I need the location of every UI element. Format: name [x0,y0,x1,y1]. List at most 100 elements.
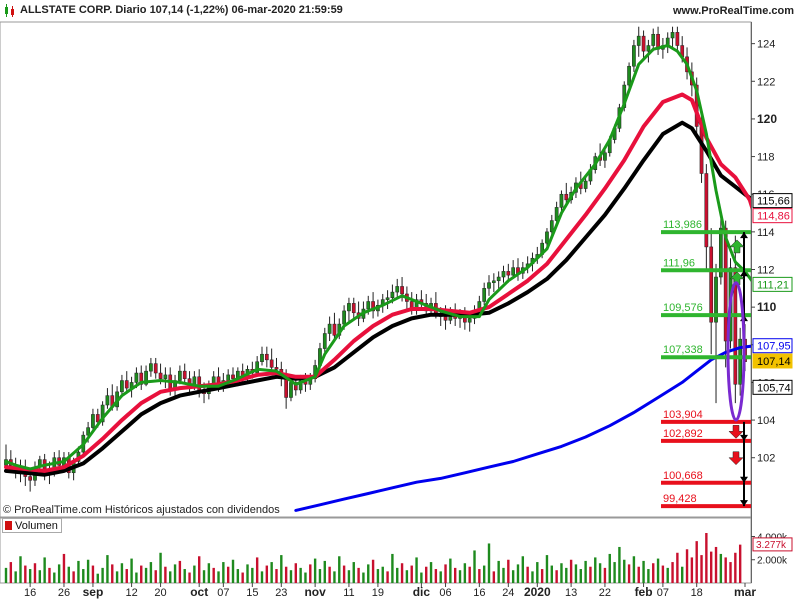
volume-bar [265,565,269,583]
volume-bar [632,556,636,583]
volume-bar [207,563,211,583]
x-tick-label: 15 [246,587,258,599]
volume-legend: Volumen [2,518,65,533]
x-tick-label: oct [190,585,208,599]
level-label: 103,904 [663,409,703,421]
candle-body [714,276,718,323]
volume-bar [473,550,476,583]
volume-panel-frame [0,517,752,584]
price-badge-label: 107,95 [757,341,791,353]
x-axis: 16 26 sep 12 20 oct 07 15 23 nov 11 19 dic 06 16 24 2020… [24,583,756,599]
price-badge-label: 105,74 [757,382,791,394]
volume-bar [594,557,597,583]
volume-bar [352,562,355,583]
volume-bar [497,560,500,583]
volume-bar [425,566,428,583]
candle-body [636,35,641,46]
volume-bar [627,564,631,583]
candle-body [545,231,549,244]
candle-body [603,152,607,161]
x-tick-label: 13 [565,587,577,599]
volume-bar [82,569,85,583]
volume-bar [115,571,119,583]
volume-bar [67,566,70,583]
up-arrow-icon [729,239,745,254]
x-tick-label: nov [304,585,326,599]
candle-body [549,220,554,233]
candle-body [491,280,496,283]
volume-bar [656,558,660,583]
candle-body [158,372,163,379]
candle-body [182,370,187,379]
x-tick-label: 07 [217,587,229,599]
x-tick-label: 22 [599,587,611,599]
volume-bar [9,562,13,583]
volume-bar [700,555,703,583]
volume-bar [57,564,61,583]
price-badge [752,338,793,354]
candle-body [293,382,298,391]
chart-title: ALLSTATE CORP. Diario 107,14 (-1,22%) 06… [20,4,343,16]
volume-bar [246,564,249,583]
volume-bar [371,559,375,583]
candle-body [347,303,351,312]
chart-header: ALLSTATE CORP. Diario 107,14 (-1,22%) 06… [0,0,800,22]
candle-body [583,180,588,189]
candle-body [670,32,675,39]
volume-bar [463,563,467,583]
candle-body [511,267,516,276]
brand-label[interactable]: www.ProRealTime.com [672,5,794,17]
volume-bar [444,564,447,583]
volume-bar [313,558,317,583]
candle-body [554,207,559,221]
volume-bar [400,563,404,583]
volume-bar [598,563,602,583]
volume-bar [260,571,264,583]
down-arrow-icon [728,425,744,439]
volume-bar [125,569,128,583]
volume-bar [439,571,442,583]
volume-bar [734,552,737,583]
volume-bar [521,556,525,583]
volume-bar [410,565,413,583]
price-tick-label: 124 [757,39,775,51]
volume-bar [101,567,104,583]
volume-bar [212,567,215,583]
volume-bar [53,572,56,583]
volume-bar [405,570,409,583]
candle-body [231,374,235,379]
volume-bar [188,572,191,583]
candle-body [443,316,448,321]
volume-bar [569,559,573,583]
volume-bar [328,566,331,583]
volume-bar [724,557,727,583]
volume-bars [4,533,742,583]
volume-bar [550,565,553,583]
volume-bar [154,570,157,583]
volume-bar [111,564,114,583]
legend-item-volume[interactable]: Volumen [2,518,62,533]
candle-body [260,353,264,362]
price-tick-label: 118 [757,152,775,164]
candle-body [627,65,631,86]
volume-bar [62,553,66,583]
volume-bar [574,564,578,583]
volume-bar [367,564,370,583]
price-badge-label: 114,86 [757,211,790,223]
candle-body [482,288,487,302]
volume-bar [19,556,22,583]
volume-bar [178,560,182,583]
candle-body [506,271,511,276]
volume-bar [671,562,674,583]
volume-bar [492,571,496,583]
volume-bar [603,567,607,583]
price-tick-label: 120 [757,112,777,126]
candle-body [342,310,346,325]
volume-bar [695,541,698,583]
price-badge [752,276,793,292]
volume-bar [91,565,95,583]
data-source-note: © ProRealTime.com Históricos ajustados c… [3,504,280,516]
volume-bar [565,567,568,583]
volume-bar [709,551,713,583]
